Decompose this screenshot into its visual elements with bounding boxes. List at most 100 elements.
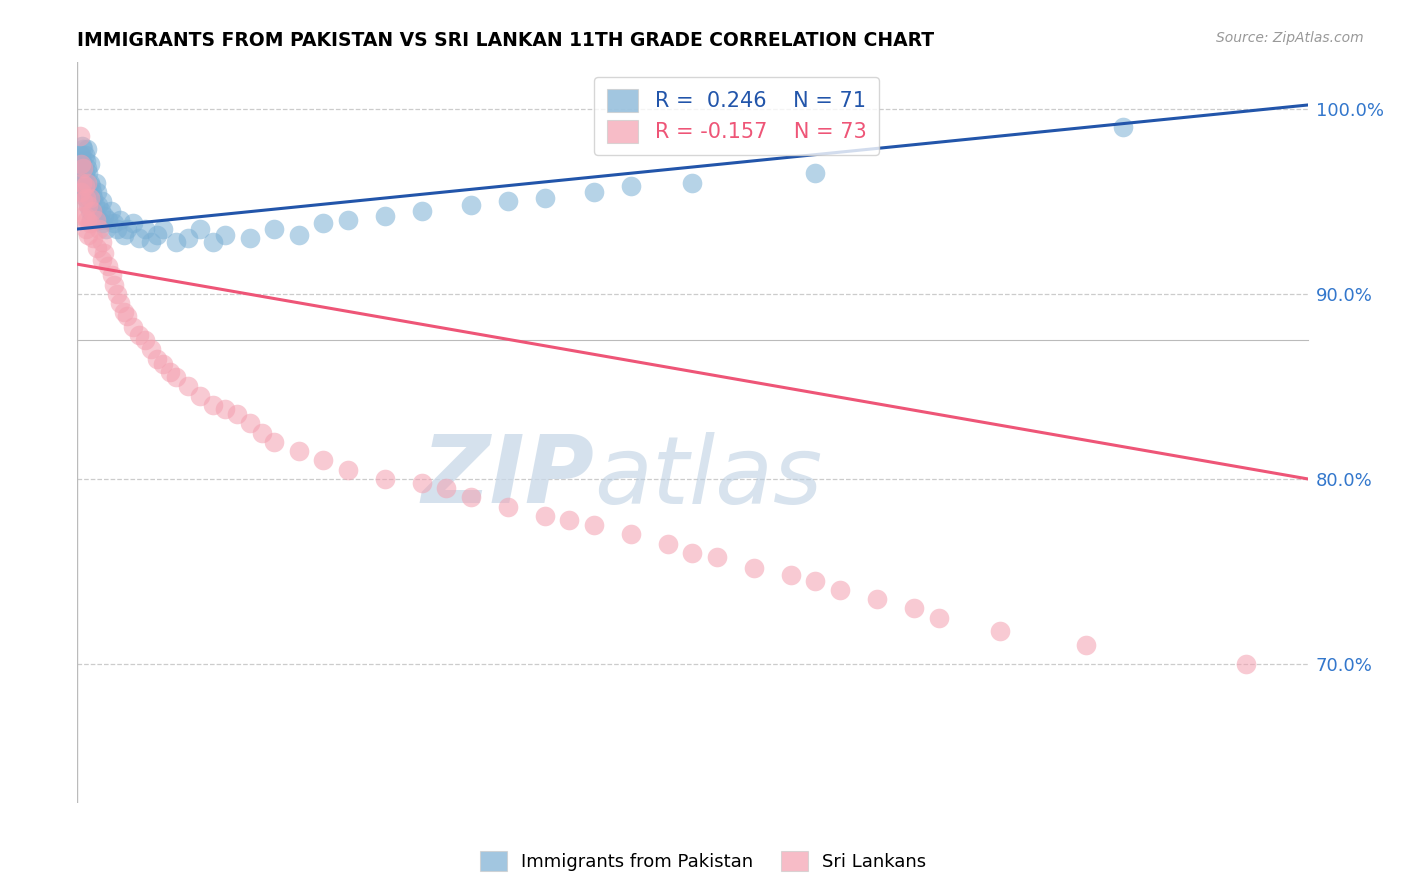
Point: [103, 277, 125, 292]
Point: [134, 222, 156, 236]
Point: [496, 194, 519, 209]
Point: [73, 179, 96, 194]
Point: [288, 227, 311, 242]
Point: [1234, 657, 1257, 671]
Point: [146, 227, 169, 242]
Point: [263, 222, 285, 236]
Point: [1112, 120, 1135, 135]
Point: [82, 231, 104, 245]
Point: [188, 389, 212, 403]
Point: [115, 309, 138, 323]
Point: [101, 268, 124, 283]
Point: [75, 190, 97, 204]
Point: [239, 231, 262, 245]
Point: [239, 417, 262, 431]
Point: [128, 231, 150, 245]
Text: atlas: atlas: [595, 432, 823, 523]
Point: [73, 179, 96, 194]
Point: [87, 198, 110, 212]
Point: [79, 203, 101, 218]
Point: [77, 198, 100, 212]
Point: [620, 527, 643, 541]
Point: [534, 190, 557, 204]
Point: [1076, 639, 1098, 653]
Point: [72, 185, 94, 199]
Point: [70, 176, 93, 190]
Point: [105, 286, 128, 301]
Point: [177, 231, 200, 245]
Point: [263, 434, 285, 449]
Point: [89, 222, 111, 236]
Point: [411, 203, 433, 218]
Point: [177, 379, 200, 393]
Point: [830, 582, 852, 597]
Point: [73, 148, 96, 162]
Point: [337, 212, 360, 227]
Point: [165, 370, 187, 384]
Point: [374, 209, 396, 223]
Point: [411, 475, 433, 490]
Point: [84, 212, 107, 227]
Point: [115, 222, 138, 236]
Point: [706, 549, 728, 564]
Point: [141, 343, 163, 357]
Point: [80, 179, 103, 194]
Point: [928, 611, 950, 625]
Point: [84, 209, 107, 223]
Point: [103, 217, 125, 231]
Point: [97, 212, 120, 227]
Point: [84, 176, 107, 190]
Point: [72, 161, 94, 175]
Point: [583, 185, 606, 199]
Point: [70, 157, 93, 171]
Point: [93, 246, 115, 260]
Point: [70, 153, 93, 168]
Point: [70, 185, 93, 199]
Point: [82, 203, 104, 218]
Point: [780, 568, 803, 582]
Point: [988, 624, 1011, 638]
Point: [83, 198, 105, 212]
Point: [70, 166, 93, 180]
Point: [90, 203, 112, 218]
Point: [134, 333, 156, 347]
Point: [69, 129, 91, 144]
Point: [79, 217, 101, 231]
Point: [75, 222, 97, 236]
Point: [460, 491, 482, 505]
Point: [90, 194, 114, 209]
Point: [76, 185, 98, 199]
Point: [69, 157, 91, 171]
Point: [250, 425, 273, 440]
Text: IMMIGRANTS FROM PAKISTAN VS SRI LANKAN 11TH GRADE CORRELATION CHART: IMMIGRANTS FROM PAKISTAN VS SRI LANKAN 1…: [77, 31, 935, 50]
Point: [80, 212, 103, 227]
Point: [288, 444, 311, 458]
Point: [75, 153, 97, 168]
Point: [112, 227, 135, 242]
Point: [77, 166, 100, 180]
Point: [94, 222, 117, 236]
Point: [90, 253, 114, 268]
Point: [657, 536, 679, 550]
Point: [75, 176, 97, 190]
Point: [583, 518, 606, 533]
Point: [72, 143, 94, 157]
Point: [79, 157, 101, 171]
Point: [121, 320, 143, 334]
Point: [804, 166, 827, 180]
Point: [312, 217, 335, 231]
Point: [70, 209, 93, 223]
Point: [128, 327, 150, 342]
Point: [866, 592, 889, 607]
Point: [70, 176, 93, 190]
Point: [201, 398, 224, 412]
Point: [496, 500, 519, 514]
Point: [620, 179, 643, 194]
Point: [76, 161, 98, 175]
Point: [76, 176, 98, 190]
Point: [682, 546, 704, 560]
Point: [70, 148, 93, 162]
Point: [86, 185, 108, 199]
Point: [77, 198, 100, 212]
Point: [112, 305, 135, 319]
